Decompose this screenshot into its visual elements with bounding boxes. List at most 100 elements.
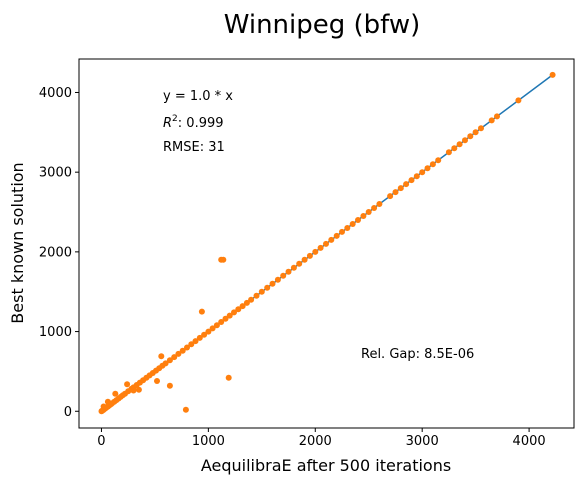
r-squared: R2: 0.999 — [163, 114, 224, 131]
y-axis-ticks: 0 1000 2000 3000 4000 — [39, 86, 79, 420]
scatter-point — [188, 341, 195, 348]
scatter-point — [333, 232, 340, 239]
scatter-point — [317, 244, 324, 251]
y-tick-label: 2000 — [39, 245, 72, 260]
scatter-point — [456, 141, 463, 148]
scatter-point — [424, 165, 431, 172]
scatter-point — [472, 129, 479, 136]
scatter-point — [392, 189, 399, 196]
scatter-point — [112, 390, 119, 397]
scatter-point — [301, 256, 308, 263]
scatter-point — [235, 306, 242, 313]
scatter-point — [130, 387, 137, 394]
r-squared-value: : 0.999 — [178, 116, 224, 131]
scatter-point — [494, 113, 500, 120]
scatter-point — [192, 338, 199, 345]
scatter-point — [175, 350, 182, 357]
scatter-point — [248, 296, 255, 303]
scatter-point — [182, 406, 189, 413]
scatter-point — [403, 181, 410, 188]
scatter-point — [515, 97, 522, 104]
scatter-point — [467, 133, 474, 140]
y-axis-label: Best known solution — [8, 162, 27, 323]
regression-equation: y = 1.0 * x — [163, 89, 233, 104]
scatter-point — [290, 264, 297, 271]
scatter-point — [462, 137, 468, 144]
scatter-point — [179, 347, 186, 354]
scatter-point — [280, 272, 287, 279]
plot-area — [98, 71, 556, 415]
scatter-point — [435, 157, 442, 164]
scatter-point — [205, 328, 212, 335]
scatter-point — [239, 303, 246, 310]
scatter-point — [344, 225, 351, 231]
scatter-point — [355, 217, 361, 223]
x-tick-label: 0 — [97, 434, 105, 449]
scatter-point — [488, 117, 495, 124]
scatter-point — [226, 312, 233, 319]
scatter-point — [296, 260, 303, 267]
y-tick-label: 3000 — [39, 166, 72, 181]
scatter-point — [285, 268, 292, 275]
scatter-point — [349, 221, 356, 227]
scatter-point — [312, 248, 319, 255]
scatter-point — [218, 319, 225, 325]
scatter-point — [387, 193, 394, 200]
scatter-point — [269, 280, 276, 287]
scatter-point — [166, 357, 173, 364]
scatter-point — [371, 205, 378, 211]
scatter-point — [253, 292, 260, 299]
scatter-point — [158, 353, 165, 360]
scatter-point — [323, 240, 329, 247]
scatter-point — [445, 149, 452, 156]
scatter-point — [419, 169, 426, 176]
scatter-point — [306, 252, 313, 259]
chart-title: Winnipeg (bfw) — [224, 10, 421, 40]
scatter-point — [124, 381, 131, 388]
y-tick-label: 4000 — [39, 86, 72, 101]
scatter-point — [451, 145, 458, 152]
scatter-point — [243, 299, 250, 306]
scatter-point — [222, 315, 229, 322]
scatter-point — [135, 386, 142, 393]
scatter-point — [184, 344, 190, 351]
scatter-point — [162, 360, 169, 367]
scatter-point — [264, 284, 271, 291]
scatter-point — [408, 177, 415, 184]
scatter-point — [360, 213, 367, 219]
scatter-point — [104, 398, 111, 405]
scatter-point — [478, 125, 484, 132]
scatter-point — [196, 334, 203, 341]
scatter-point — [171, 354, 178, 361]
x-tick-label: 2000 — [299, 434, 332, 449]
scatter-point — [220, 256, 227, 263]
scatter-point — [339, 228, 345, 235]
relative-gap-label: Rel. Gap: 8.5E-06 — [361, 347, 474, 362]
scatter-point — [231, 309, 237, 316]
x-axis-ticks: 0 1000 2000 3000 4000 — [97, 428, 546, 449]
scatter-point — [225, 374, 232, 381]
scatter-point — [429, 161, 436, 168]
x-tick-label: 3000 — [406, 434, 439, 449]
rmse-label: RMSE: 31 — [163, 140, 225, 155]
scatter-point — [413, 173, 420, 180]
scatter-point — [365, 209, 372, 215]
y-tick-label: 0 — [64, 405, 72, 420]
x-tick-label: 4000 — [513, 434, 546, 449]
scatter-point — [213, 322, 220, 329]
scatter-point — [549, 71, 556, 78]
scatter-point — [274, 276, 281, 283]
scatter-point — [166, 382, 173, 389]
y-tick-label: 1000 — [39, 325, 72, 340]
scatter-point — [154, 378, 160, 384]
scatter-point — [376, 201, 383, 207]
scatter-point — [201, 331, 208, 338]
r-squared-exponent: 2 — [172, 114, 178, 124]
scatter-point — [328, 236, 335, 243]
scatter-point — [100, 403, 107, 410]
scatter-point — [209, 325, 216, 332]
r-squared-symbol: R — [163, 116, 172, 131]
scatter-point — [258, 288, 265, 295]
plot-frame — [78, 58, 575, 429]
